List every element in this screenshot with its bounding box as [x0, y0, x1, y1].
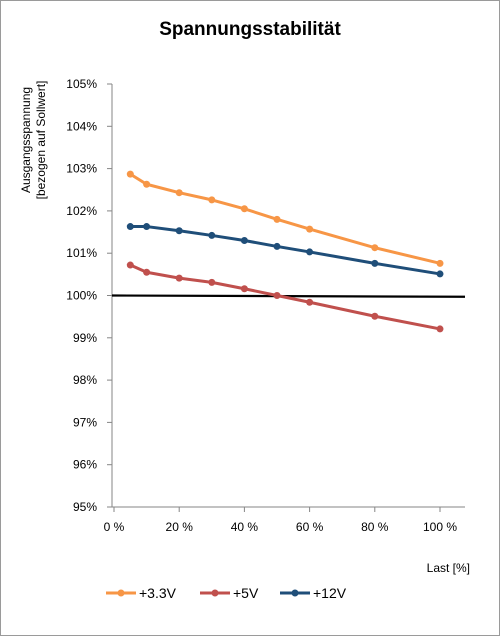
- y-tick-label: 104%: [66, 119, 97, 133]
- x-tick-label: 100 %: [423, 520, 457, 534]
- y-tick-label: 96%: [73, 458, 97, 472]
- series-group: [126, 170, 444, 333]
- data-point-12v: [436, 270, 444, 278]
- data-point-33v: [371, 244, 379, 252]
- reference-line: [111, 294, 466, 298]
- data-point-33v: [273, 215, 281, 223]
- series-12v: [126, 223, 444, 278]
- y-axis-label-line2: [bezogen auf Sollwert]: [34, 81, 48, 200]
- series-33v: [126, 170, 444, 267]
- y-tick-label: 99%: [73, 331, 97, 345]
- x-tick-label: 20 %: [166, 520, 194, 534]
- series-5v: [126, 261, 444, 333]
- data-point-33v: [240, 205, 248, 213]
- y-tick-label: 97%: [73, 415, 97, 429]
- y-tick-label: 102%: [66, 204, 97, 218]
- y-tick-label: 100%: [66, 289, 97, 303]
- data-point-5v: [175, 274, 183, 282]
- y-axis-label: Ausgangsspannung [bezogen auf Sollwert]: [19, 81, 48, 200]
- data-point-5v: [126, 261, 134, 269]
- y-tick-labels: 95% 96% 97% 98% 99% 100% 101% 102% 103% 104% 105%: [66, 77, 112, 514]
- data-point-12v: [371, 259, 379, 267]
- data-point-5v: [273, 292, 281, 299]
- y-tick-label: 103%: [66, 162, 97, 176]
- legend-label: +5V: [233, 585, 259, 601]
- data-point-33v: [143, 180, 151, 188]
- x-tick-label: 40 %: [231, 520, 259, 534]
- legend-item-12v: +12V: [280, 585, 347, 601]
- data-point-12v: [306, 248, 314, 256]
- y-tick-label: 101%: [66, 246, 97, 260]
- data-point-12v: [175, 227, 183, 235]
- data-point-33v: [175, 189, 183, 197]
- legend: +3.3V +5V +12V: [106, 585, 347, 601]
- y-tick-label: 105%: [66, 77, 97, 91]
- data-point-5v: [371, 312, 379, 320]
- data-point-5v: [436, 325, 444, 333]
- x-tick-label: 60 %: [296, 520, 324, 534]
- x-tick-label: 0 %: [104, 520, 125, 534]
- data-point-12v: [273, 242, 281, 250]
- data-point-33v: [208, 196, 216, 204]
- data-point-12v: [126, 223, 134, 231]
- y-tick-label: 95%: [73, 500, 97, 514]
- legend-swatch-marker: [117, 589, 125, 597]
- legend-label: +12V: [313, 585, 347, 601]
- data-point-5v: [143, 268, 151, 276]
- legend-swatch-marker: [291, 589, 299, 597]
- x-tick-labels: 0 % 20 % 40 % 60 % 80 % 100 %: [104, 507, 457, 534]
- data-point-12v: [240, 237, 248, 245]
- data-point-12v: [143, 223, 151, 231]
- data-point-5v: [208, 278, 216, 286]
- legend-item-5v: +5V: [200, 585, 259, 601]
- legend-item-33v: +3.3V: [106, 585, 177, 601]
- reference-line-group: [111, 294, 466, 298]
- y-axis-label-line1: Ausgangsspannung: [19, 87, 33, 193]
- data-point-5v: [240, 285, 248, 293]
- legend-label: +3.3V: [139, 585, 177, 601]
- data-point-33v: [126, 170, 134, 178]
- data-point-33v: [306, 225, 314, 233]
- series-line-33v: [129, 172, 441, 265]
- y-tick-label: 98%: [73, 373, 97, 387]
- data-point-5v: [306, 298, 314, 306]
- series-line-12v: [130, 225, 441, 276]
- data-point-33v: [436, 259, 444, 267]
- x-tick-label: 80 %: [361, 520, 389, 534]
- data-point-12v: [208, 231, 216, 239]
- x-axis-label: Last [%]: [427, 561, 470, 575]
- legend-swatch-marker: [211, 589, 219, 597]
- chart-title: Spannungsstabilität: [159, 19, 341, 40]
